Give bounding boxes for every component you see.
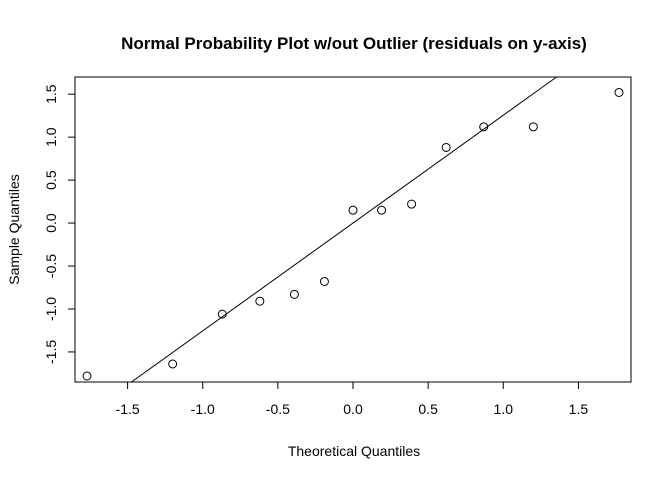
- data-point: [168, 359, 178, 369]
- plot-frame: [74, 76, 632, 383]
- data-point: [217, 309, 227, 319]
- x-axis-label: Theoretical Quantiles: [288, 443, 420, 459]
- data-point: [377, 205, 387, 215]
- x-tick-label: 0.0: [343, 401, 363, 417]
- chart-title: Normal Probability Plot w/out Outlier (r…: [121, 34, 587, 53]
- y-tick-label: 1.0: [43, 127, 59, 147]
- data-point: [319, 276, 329, 286]
- y-tick-label: 0.5: [43, 170, 59, 190]
- x-axis: -1.5 -1.0 -0.5 0.0 0.5 1.0 1.5: [116, 381, 589, 417]
- reference-line: [131, 76, 557, 383]
- x-tick-label: 1.0: [494, 401, 514, 417]
- x-tick-label: -1.5: [116, 401, 140, 417]
- data-points: [82, 87, 624, 381]
- y-tick-label: -0.5: [43, 254, 59, 278]
- data-point: [407, 199, 417, 209]
- y-axis-label: Sample Quantiles: [6, 174, 22, 285]
- data-point: [82, 371, 92, 381]
- data-point: [348, 205, 358, 215]
- data-point: [255, 296, 265, 306]
- x-tick-label: -1.0: [191, 401, 215, 417]
- y-tick-label: -1.0: [43, 297, 59, 321]
- y-tick-label: 0.0: [43, 213, 59, 233]
- y-axis: -1.5 -1.0 -0.5 0.0 0.5 1.0 1.5: [43, 84, 76, 364]
- data-point: [614, 87, 624, 97]
- x-tick-label: 1.5: [569, 401, 589, 417]
- data-point: [289, 289, 299, 299]
- data-point: [441, 142, 451, 152]
- x-tick-label: 0.5: [418, 401, 438, 417]
- y-tick-label: 1.5: [43, 84, 59, 104]
- data-point: [528, 122, 538, 132]
- data-point: [479, 122, 489, 132]
- y-tick-label: -1.5: [43, 340, 59, 364]
- x-tick-label: -0.5: [266, 401, 290, 417]
